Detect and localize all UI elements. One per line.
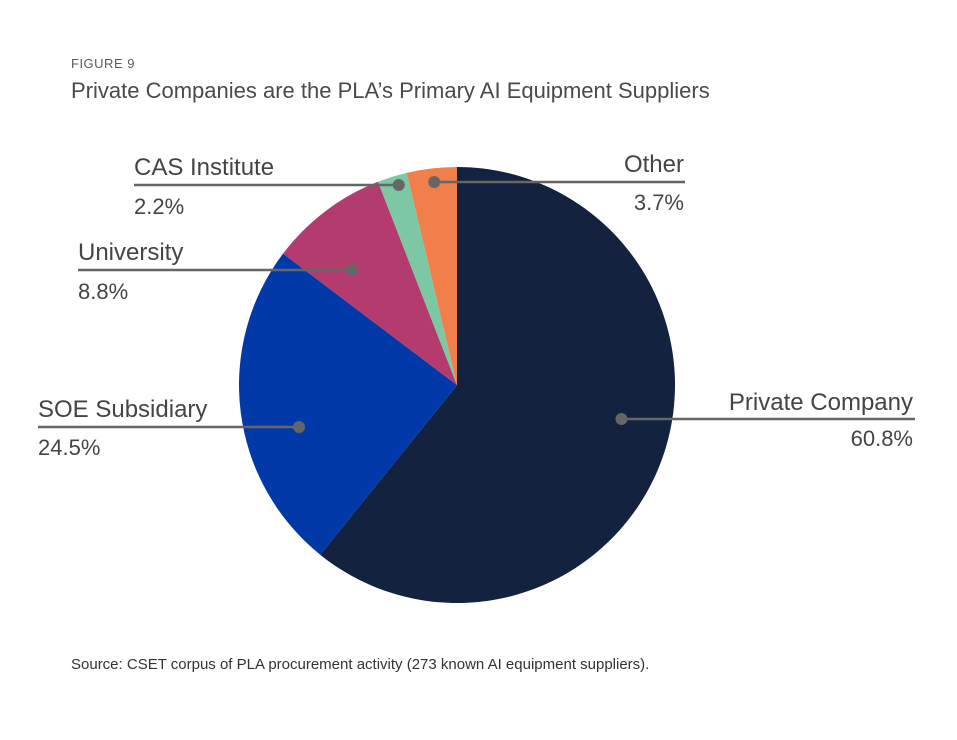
pie-slice-university: [283, 181, 457, 385]
slice-label-private-company: Private Company: [729, 389, 913, 416]
leader-dot-other: [428, 176, 441, 188]
pie-slice-cas-institute: [378, 172, 457, 385]
slice-label-university: University: [78, 239, 183, 266]
chart-title: Private Companies are the PLA’s Primary …: [71, 78, 710, 103]
leader-dot-private-company: [615, 413, 628, 425]
leader-dot-cas-institute: [392, 179, 405, 191]
leader-dot-university: [345, 264, 358, 276]
slice-label-cas-institute: CAS Institute: [134, 154, 274, 181]
figure-label: FIGURE 9: [71, 56, 135, 71]
source-note: Source: CSET corpus of PLA procurement a…: [71, 656, 650, 673]
slice-value-cas-institute: 2.2%: [134, 194, 184, 219]
slice-value-private-company: 60.8%: [851, 426, 913, 451]
slice-value-soe-subsidiary: 24.5%: [38, 435, 100, 460]
slice-label-other: Other: [624, 151, 684, 178]
slice-label-soe-subsidiary: SOE Subsidiary: [38, 396, 207, 423]
slice-value-other: 3.7%: [634, 190, 684, 215]
pie-slice-other: [406, 167, 457, 385]
leader-dot-soe-subsidiary: [293, 421, 306, 433]
pie-slice-soe-subsidiary: [238, 253, 457, 555]
slice-value-university: 8.8%: [78, 279, 128, 304]
pie-slice-private-company: [320, 167, 675, 603]
